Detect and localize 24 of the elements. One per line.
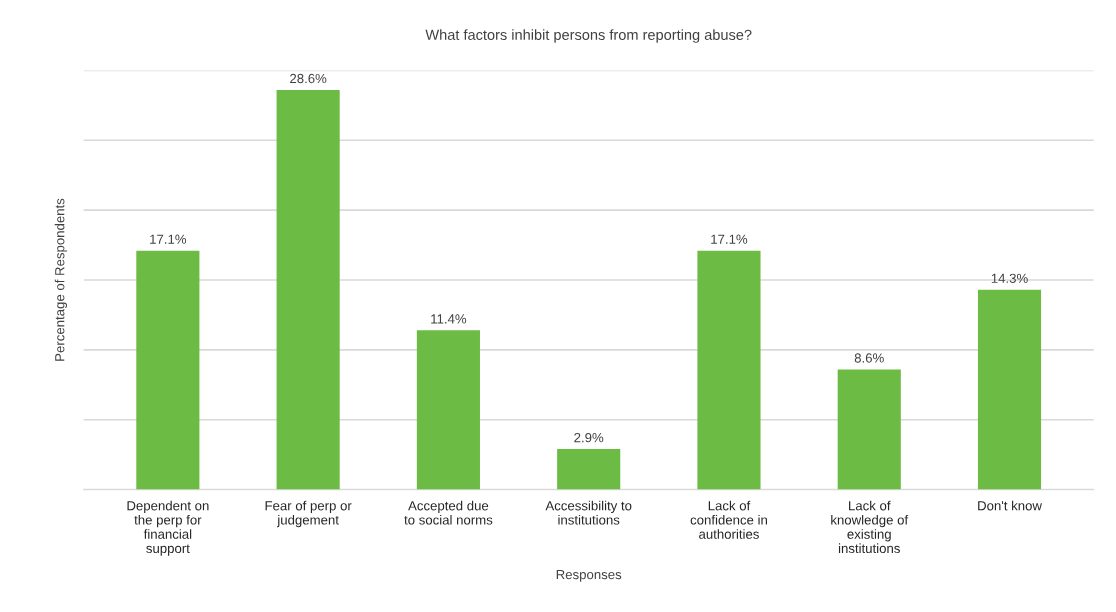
data-label: 28.6%: [290, 73, 327, 84]
data-label: 17.1%: [711, 234, 748, 244]
x-tick-label: Dependent on the perp for financial support: [127, 500, 209, 556]
x-axis-title: Responses: [556, 570, 622, 582]
x-tick-label: Lack of confidence in authorities: [690, 500, 767, 539]
x-tick-label: Accepted due to social norms: [404, 500, 493, 525]
bar: [977, 289, 1042, 490]
x-tick-label: Don't know: [978, 500, 1042, 511]
data-label: 8.6%: [854, 353, 884, 363]
data-label: 17.1%: [150, 234, 187, 244]
bar: [416, 330, 480, 490]
bar: [136, 250, 200, 490]
data-label: 2.9%: [574, 432, 604, 443]
data-label: 11.4%: [431, 314, 467, 324]
data-label: 14.3%: [991, 273, 1028, 283]
chart-title: What factors inhibit persons from reporting abuse?: [425, 29, 752, 43]
bar: [276, 89, 340, 490]
x-tick-label: Fear of perp or judgement: [265, 500, 352, 528]
bar: [557, 449, 621, 490]
bar: [697, 250, 761, 490]
x-tick-label: Accessibility to institutions: [545, 500, 632, 525]
y-axis-title: Percentage of Respondents: [54, 198, 68, 361]
bar: [837, 369, 901, 490]
x-tick-label: Lack of knowledge of existing institutions: [831, 500, 909, 554]
